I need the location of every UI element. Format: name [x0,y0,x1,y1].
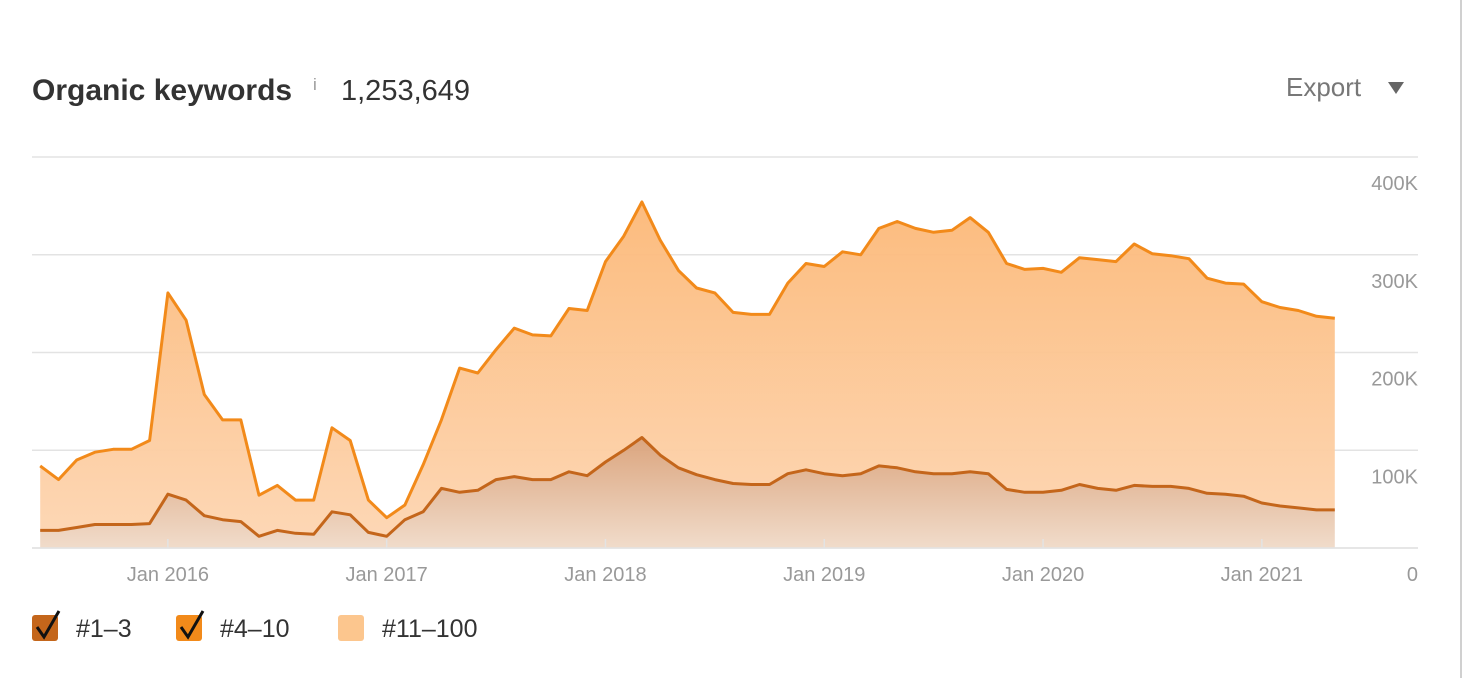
check-mark[interactable] [35,610,61,640]
export-button[interactable]: Export [1286,72,1404,102]
y-tick-label: 200K [1371,369,1418,391]
legend-label[interactable]: #11–100 [382,615,477,643]
prev-x-tick-label: Jan 2018 [564,0,646,5]
legend-item[interactable]: #1–3 [32,610,132,643]
x-tick-label: Jan 2016 [127,564,209,586]
prev-x-tick-label: Jan 2020 [1002,0,1084,5]
legend-checkbox[interactable] [338,615,364,641]
prev-x-tick-label: Jan 2021 [1221,0,1303,5]
legend-label[interactable]: #1–3 [76,615,132,643]
export-label[interactable]: Export [1286,72,1362,102]
y-tick-label: 300K [1371,271,1418,293]
area-fill [40,202,1335,537]
area-fill [40,437,1335,548]
x-tick-label: Jan 2017 [346,564,428,586]
x-tick-label: Jan 2020 [1002,564,1084,586]
legend-label[interactable]: #4–10 [220,615,290,643]
prev-x-tick-label: Jan 2017 [346,0,428,5]
series-line [39,200,1335,520]
y-tick-label: 0 [1407,564,1418,586]
series-line [40,436,1335,538]
areas [40,202,1335,548]
check-mark[interactable] [179,610,205,640]
chart-title: Organic keywords [32,74,292,107]
y-tick-label: 400K [1371,173,1418,195]
prev-y-tick-label: 0 [1407,0,1418,5]
info-icon[interactable]: i [313,75,317,94]
lines [39,200,1335,538]
x-tick-label: Jan 2021 [1221,564,1303,586]
x-tick-label: Jan 2018 [564,564,646,586]
dropdown-arrow[interactable] [1388,82,1404,94]
total-value: 1,253,649 [341,75,470,107]
y-tick-label: 100K [1371,466,1418,488]
prev-x-tick-label: Jan 2019 [783,0,865,5]
prev-x-tick-label: Jan 2016 [127,0,209,5]
legend-item[interactable]: #4–10 [176,610,290,643]
legend-item[interactable]: #11–100 [338,615,477,643]
x-tick-label: Jan 2019 [783,564,865,586]
